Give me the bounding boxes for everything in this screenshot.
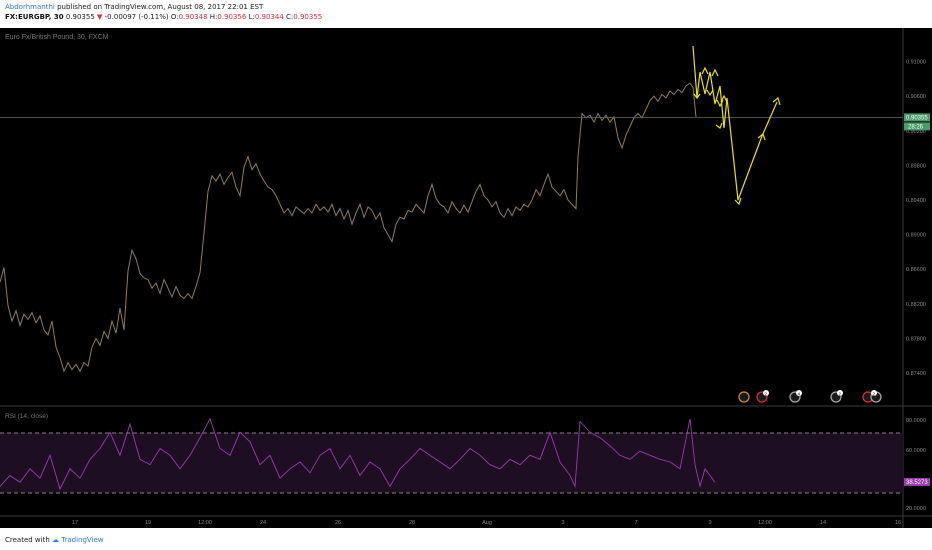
rsi-tick-60: 60.0000: [906, 448, 926, 454]
event-markers[interactable]: 2 4 2 2: [738, 390, 882, 403]
event-badge-label: 2: [765, 392, 768, 397]
time-tick-label: 14: [820, 520, 826, 526]
close-label: C:: [286, 13, 294, 21]
time-tick-label: 12:00: [758, 520, 772, 526]
price-series-line: [0, 82, 697, 373]
rsi-series-line: [0, 417, 716, 491]
last-price: 0.90355: [65, 13, 95, 21]
arrow-head-4: [711, 68, 719, 77]
arrow-head-6: [720, 94, 728, 103]
time-tick-label: 3: [561, 520, 564, 526]
price-tick-label: 0.87800: [906, 336, 926, 342]
event-circle[interactable]: [738, 391, 750, 403]
rsi-tick-80: 80.0000: [906, 418, 926, 424]
arrow-head-3: [706, 89, 714, 97]
close-value: 0.90355: [293, 13, 323, 21]
created-with-text: Created with: [5, 536, 50, 544]
time-tick-label: 16: [895, 520, 901, 526]
time-tick-label: 12:00: [198, 520, 212, 526]
price-tick-label: 0.90600: [906, 94, 926, 100]
publish-text: published on TradingView.com, August 08,…: [57, 3, 264, 11]
event-badge: [837, 390, 843, 396]
projection-path[interactable]: [692, 45, 778, 201]
chart-svg[interactable]: Euro Fx/British Pound, 30, FXCM 0.910000…: [0, 28, 932, 528]
current-price-label: 0.90355: [906, 115, 928, 121]
arrow-head-5: [716, 99, 724, 108]
countdown-badge: [904, 122, 930, 131]
event-badge-label: 2: [873, 392, 876, 397]
author-link[interactable]: Abdorhmanthi: [5, 3, 55, 11]
current-price-badge: [904, 113, 930, 122]
time-tick-label: Aug: [482, 520, 492, 526]
low-value: 0.90344: [254, 13, 284, 21]
footer: Created with ☁ TradingView: [0, 530, 932, 550]
publish-info: Abdorhmanthi published on TradingView.co…: [0, 1, 932, 13]
time-axis[interactable]: 17 19 12:00 24 26 28 Aug 3 7 9 12:00 14 16: [72, 520, 901, 526]
time-tick-label: 26: [335, 520, 341, 526]
chart-title: Euro Fx/British Pound, 30, FXCM: [5, 34, 109, 41]
chart-area[interactable]: Euro Fx/British Pound, 30, FXCM 0.91000 0…: [0, 28, 932, 528]
high-label: H:: [209, 13, 218, 21]
rsi-band-fill: [0, 433, 903, 493]
projection-drawing[interactable]: [692, 45, 781, 206]
price-tick-label: 0.91000: [906, 60, 926, 66]
low-label: L:: [248, 13, 255, 21]
price-tick-label: 0.88600: [906, 267, 926, 273]
price-change: -0.00097 (-0.11%): [104, 13, 169, 21]
time-tick-label: 24: [260, 520, 266, 526]
price-axis[interactable]: 0.91000 0.90600 0.90200 0.89800 0.89400 0.890…: [906, 60, 926, 377]
tradingview-logo-icon: ☁: [52, 536, 60, 544]
event-badge: [763, 390, 769, 396]
event-badge: [871, 390, 877, 396]
countdown-label: 28:26: [908, 124, 924, 130]
symbol-label: FX:EURGBP, 30: [5, 13, 64, 21]
price-tick-label: 0.87400: [906, 371, 926, 377]
time-tick-label: 7: [634, 520, 637, 526]
rsi-tick-20: 20.0000: [906, 506, 926, 512]
down-arrow-icon: ▼: [97, 13, 103, 21]
rsi-current-label: 38.5273: [906, 480, 928, 486]
high-value: 0.90356: [217, 13, 247, 21]
event-badge-label: 2: [839, 392, 842, 397]
arrow-head-9: [757, 132, 766, 141]
rsi-title: RSI (14, close): [5, 413, 48, 420]
price-tick-label: 0.89800: [906, 163, 926, 169]
price-tick-label: 0.89400: [906, 198, 926, 204]
event-badge: [796, 390, 802, 396]
price-tick-label: 0.89000: [906, 233, 926, 239]
time-tick-label: 28: [409, 520, 415, 526]
arrow-head-1: [693, 93, 701, 99]
open-label: O:: [170, 13, 179, 21]
price-tick-label: 0.90200: [906, 129, 926, 135]
arrow-head-8: [734, 197, 742, 206]
time-tick-label: 19: [145, 520, 151, 526]
tradingview-brand[interactable]: TradingView: [61, 536, 104, 544]
event-badge-label: 4: [798, 392, 801, 397]
arrow-head-10: [772, 96, 781, 106]
time-tick-label: 17: [72, 520, 78, 526]
open-value: 0.90348: [178, 13, 208, 21]
rsi-current-badge: [904, 478, 930, 486]
price-tick-label: 0.88200: [906, 302, 926, 308]
time-tick-label: 9: [708, 520, 711, 526]
arrow-head-7: [715, 122, 723, 129]
arrow-head-2: [701, 66, 709, 75]
quote-line: FX:EURGBP, 30 0.90355 ▼ -0.00097 (-0.11%…: [0, 11, 932, 23]
